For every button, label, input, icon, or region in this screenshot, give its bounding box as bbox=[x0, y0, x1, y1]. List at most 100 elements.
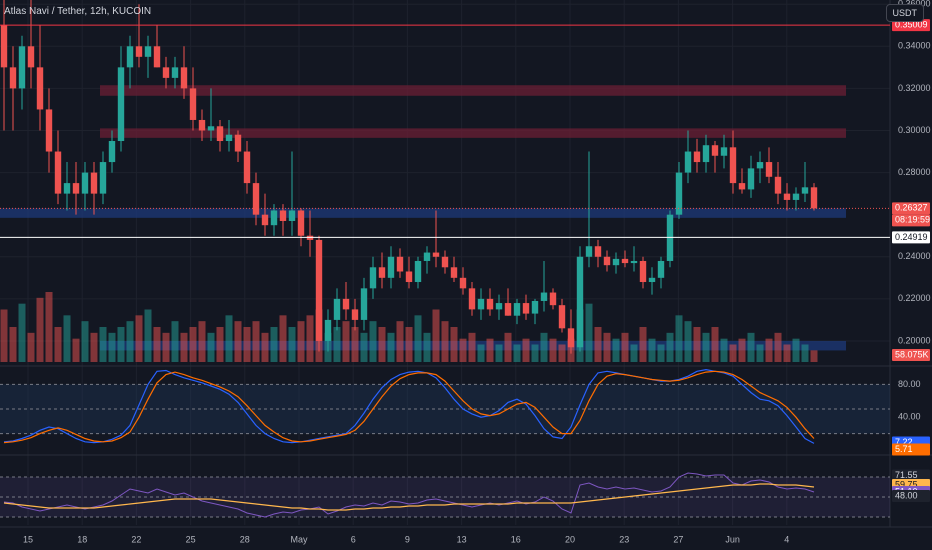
volume-bar bbox=[594, 327, 602, 362]
stoch-tick-label: 40.00 bbox=[898, 412, 921, 422]
volume-bar bbox=[81, 321, 89, 362]
candle-body bbox=[36, 67, 44, 110]
candle-body bbox=[720, 147, 728, 156]
price-tick-label: 0.34000 bbox=[898, 41, 931, 51]
candle-body bbox=[189, 88, 197, 120]
resistance-price-label: 0.35009 bbox=[895, 19, 928, 29]
volume-bar bbox=[558, 344, 566, 362]
candle-body bbox=[477, 298, 485, 310]
chart-title: Atlas Navi / Tether, 12h, KUCOIN bbox=[4, 6, 152, 17]
candle-body bbox=[72, 183, 80, 194]
volume-bar bbox=[603, 332, 611, 362]
volume-bar bbox=[360, 332, 368, 362]
stoch-d-line bbox=[3, 370, 815, 444]
candle-body bbox=[648, 277, 656, 283]
volume-bar bbox=[279, 315, 287, 362]
candle-body bbox=[288, 210, 296, 221]
candle-body bbox=[99, 162, 107, 194]
rsi-tick-label: 59.75 bbox=[895, 479, 918, 489]
volume-bar bbox=[0, 309, 8, 362]
volume-bar bbox=[45, 292, 53, 362]
candle-body bbox=[603, 256, 611, 266]
volume-bar bbox=[144, 309, 152, 362]
candle-body bbox=[261, 214, 269, 226]
volume-bar bbox=[99, 327, 107, 362]
volume-bar bbox=[738, 338, 746, 362]
volume-bar bbox=[495, 344, 503, 362]
volume-bar bbox=[252, 321, 260, 362]
volume-bar bbox=[414, 315, 422, 362]
candle-body bbox=[297, 210, 305, 236]
time-tick-label: 13 bbox=[457, 534, 467, 544]
volume-bar bbox=[396, 321, 404, 362]
volume-bar bbox=[27, 332, 35, 362]
price-tick-label: 0.20000 bbox=[898, 335, 931, 345]
volume-bar bbox=[243, 327, 251, 362]
price-tick-label: 0.24000 bbox=[898, 251, 931, 261]
candle-body bbox=[486, 298, 494, 310]
volume-bar bbox=[270, 327, 278, 362]
stoch-k-line bbox=[3, 368, 815, 444]
candle-body bbox=[747, 168, 755, 190]
candle-body bbox=[198, 119, 206, 131]
volume-bar bbox=[522, 338, 530, 362]
volume-bar bbox=[207, 332, 215, 362]
candle-body bbox=[450, 267, 458, 278]
last-price-label: 0.26327 bbox=[895, 203, 928, 213]
candle-body bbox=[405, 271, 413, 283]
time-tick-label: 20 bbox=[565, 534, 575, 544]
candle-body bbox=[378, 267, 386, 278]
stoch-tick-label: 80.00 bbox=[898, 379, 921, 389]
candle-body bbox=[675, 172, 683, 215]
volume-bar bbox=[774, 332, 782, 362]
volume-bar bbox=[810, 350, 818, 362]
candle-body bbox=[441, 256, 449, 268]
volume-bar bbox=[90, 332, 98, 362]
candle-body bbox=[522, 303, 530, 314]
volume-bar bbox=[333, 327, 341, 362]
candle-body bbox=[567, 328, 575, 348]
candle-body bbox=[342, 298, 350, 310]
price-axis: 0.360000.340000.320000.300000.280000.240… bbox=[892, 0, 931, 502]
candle-body bbox=[108, 141, 116, 163]
volume-bar bbox=[513, 344, 521, 362]
volume-label: 58.075K bbox=[895, 349, 929, 359]
candle-body bbox=[513, 303, 521, 316]
candle-body bbox=[270, 210, 278, 226]
volume-bar bbox=[387, 332, 395, 362]
volume-bar bbox=[783, 344, 791, 362]
candle-body bbox=[657, 260, 665, 278]
time-axis: 15 18 22 25 28 May 6 9 13 16 20 23 27 Jun 4 bbox=[23, 534, 789, 544]
volume-bar bbox=[126, 321, 134, 362]
time-tick-label: 18 bbox=[77, 534, 87, 544]
price-zones bbox=[0, 85, 846, 351]
horizontal-levels bbox=[0, 24, 890, 238]
rsi-tick-label: 71.55 bbox=[895, 470, 918, 480]
volume-bar bbox=[711, 327, 719, 362]
candle-body bbox=[243, 151, 251, 184]
candle-body bbox=[234, 134, 242, 152]
rsi-line bbox=[3, 472, 815, 518]
volume-bar bbox=[378, 327, 386, 362]
candle-body bbox=[387, 256, 395, 278]
candle-body bbox=[774, 176, 782, 194]
volume-bar bbox=[756, 344, 764, 362]
candle-body bbox=[252, 183, 260, 215]
candle-body bbox=[54, 151, 62, 194]
candle-body bbox=[0, 25, 8, 68]
currency-button[interactable]: USDT bbox=[885, 4, 924, 22]
candle-body bbox=[216, 126, 224, 142]
candle-body bbox=[180, 67, 188, 89]
time-tick-label: 28 bbox=[240, 534, 250, 544]
price-tick-label: 0.22000 bbox=[898, 293, 931, 303]
candle-body bbox=[684, 151, 692, 173]
candle-body bbox=[558, 305, 566, 329]
rsi-tick-label-bg bbox=[892, 490, 930, 502]
candle-body bbox=[801, 187, 809, 194]
candle-body bbox=[621, 258, 629, 264]
price-tick-label: 0.30000 bbox=[898, 125, 931, 135]
volume-bar bbox=[153, 327, 161, 362]
volume-bar bbox=[216, 327, 224, 362]
candle-body bbox=[18, 46, 26, 89]
